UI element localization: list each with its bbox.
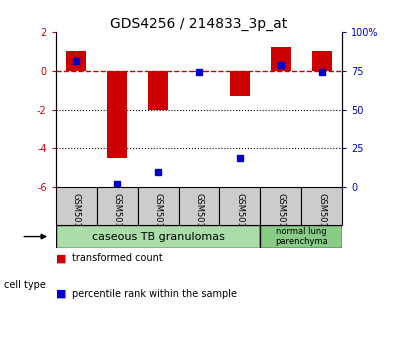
Text: GSM501250: GSM501250 (113, 193, 122, 244)
Text: ■: ■ (56, 289, 66, 299)
Text: GSM501253: GSM501253 (236, 193, 244, 244)
Text: transformed count: transformed count (72, 253, 162, 263)
Bar (312, 51, 332, 71)
Bar (97, 187, 138, 225)
Text: cell type: cell type (4, 280, 46, 290)
Bar (230, 71, 250, 96)
Bar (56, 187, 97, 225)
Bar (56, 225, 260, 248)
Text: GSM501255: GSM501255 (317, 193, 326, 244)
Text: normal lung
parenchyma: normal lung parenchyma (275, 227, 328, 246)
Bar (260, 187, 301, 225)
Bar (189, 71, 209, 72)
Text: GSM501254: GSM501254 (276, 193, 285, 244)
Title: GDS4256 / 214833_3p_at: GDS4256 / 214833_3p_at (110, 17, 288, 31)
Text: GSM501251: GSM501251 (154, 193, 162, 244)
Bar (219, 187, 260, 225)
Bar (66, 51, 86, 71)
Text: GSM501249: GSM501249 (72, 193, 81, 244)
Bar (179, 187, 219, 225)
Bar (260, 225, 342, 248)
Text: GSM501252: GSM501252 (195, 193, 203, 244)
Bar (138, 187, 179, 225)
Text: percentile rank within the sample: percentile rank within the sample (72, 289, 237, 299)
Text: caseous TB granulomas: caseous TB granulomas (92, 232, 224, 241)
Text: ■: ■ (56, 253, 66, 263)
Bar (271, 47, 291, 71)
Bar (301, 187, 342, 225)
Bar (148, 71, 168, 110)
Bar (107, 71, 127, 158)
